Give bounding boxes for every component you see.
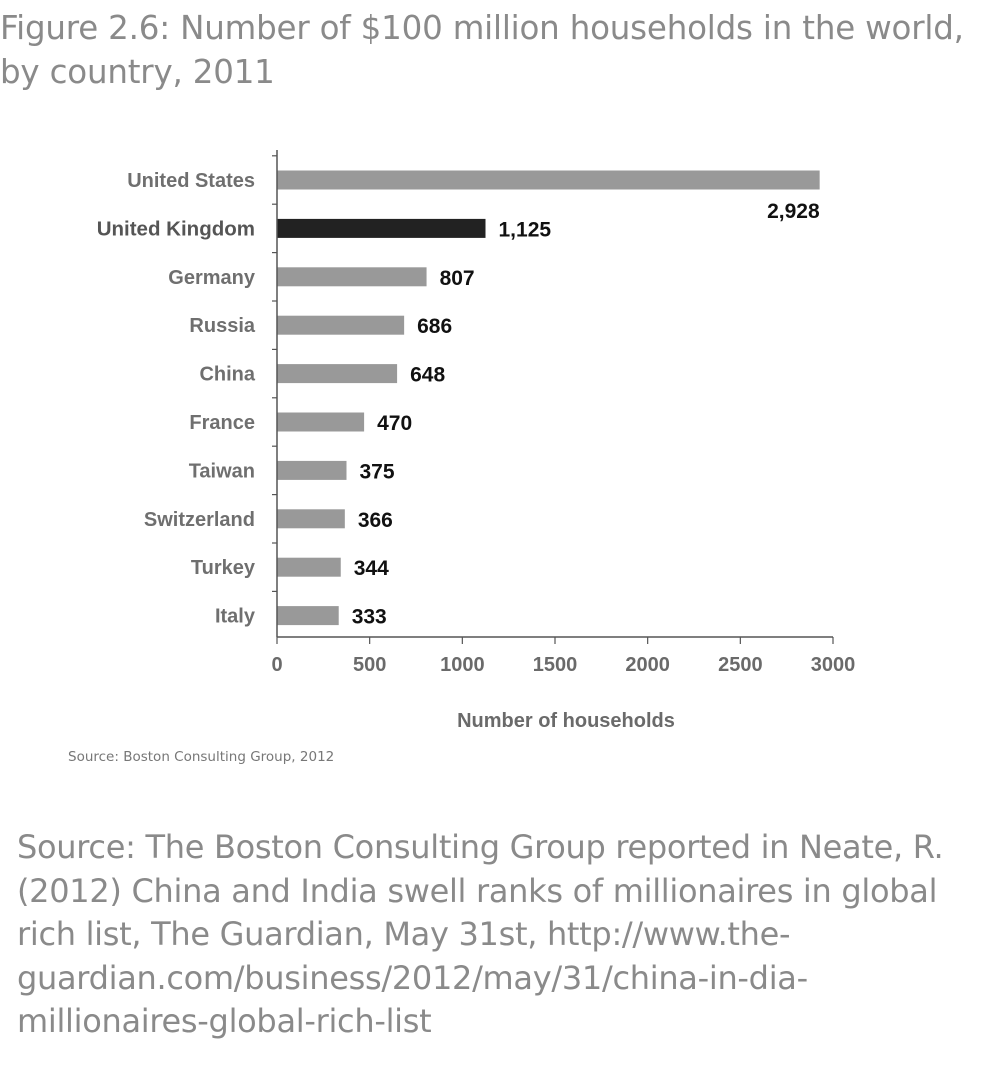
bar-taiwan bbox=[277, 460, 347, 480]
category-label: Switzerland bbox=[144, 509, 255, 531]
value-label: 648 bbox=[410, 364, 445, 387]
bar-chart: 2,928 1,125 807 686 648 470 375 366 344 333 0 500 1… bbox=[97, 150, 856, 732]
category-label: Russia bbox=[189, 315, 255, 337]
plot-area: 2,928 1,125 807 686 648 470 375 366 344 333 bbox=[277, 170, 820, 629]
bar-russia bbox=[277, 315, 405, 335]
x-tick-label: 0 bbox=[271, 654, 282, 676]
value-label: 807 bbox=[440, 267, 475, 290]
value-label: 333 bbox=[352, 606, 387, 629]
page-source-citation: Source: The Boston Consulting Group repo… bbox=[17, 828, 944, 1040]
category-label: France bbox=[189, 412, 255, 434]
bar-germany bbox=[277, 267, 427, 287]
x-tick-label: 2000 bbox=[625, 654, 670, 676]
category-label: Turkey bbox=[191, 557, 256, 579]
x-tick-label: 1000 bbox=[440, 654, 485, 676]
category-label: Germany bbox=[168, 267, 256, 289]
category-label: China bbox=[199, 364, 255, 386]
bar-italy bbox=[277, 606, 339, 626]
x-tick-label: 500 bbox=[353, 654, 386, 676]
bar-china bbox=[277, 364, 398, 384]
category-label: Taiwan bbox=[189, 460, 255, 482]
category-label: United Kingdom bbox=[97, 217, 255, 240]
bar-switzerland bbox=[277, 509, 345, 529]
value-label: 1,125 bbox=[499, 218, 552, 241]
bar-united-kingdom bbox=[277, 218, 486, 238]
x-tick-label: 2500 bbox=[718, 654, 763, 676]
bar-united-states bbox=[277, 170, 820, 190]
category-label: United States bbox=[127, 170, 255, 192]
x-axis-label: Number of households bbox=[457, 710, 675, 732]
value-label: 375 bbox=[360, 460, 395, 483]
y-axis: United States United Kingdom Germany Russia… bbox=[97, 150, 278, 637]
value-label: 2,928 bbox=[767, 200, 820, 223]
value-label: 366 bbox=[358, 509, 393, 532]
value-label: 470 bbox=[377, 412, 412, 435]
x-tick-label: 1500 bbox=[533, 654, 578, 676]
chart-source-note: Source: Boston Consulting Group, 2012 bbox=[68, 749, 335, 765]
figure-title: Figure 2.6: Number of $100 million house… bbox=[0, 9, 964, 91]
category-label: Italy bbox=[215, 606, 256, 628]
value-label: 686 bbox=[417, 315, 452, 338]
bar-france bbox=[277, 412, 365, 432]
x-tick-label: 3000 bbox=[811, 654, 856, 676]
value-label: 344 bbox=[354, 557, 389, 580]
bar-turkey bbox=[277, 557, 341, 577]
x-axis: 0 500 1000 1500 2000 2500 3000 bbox=[271, 636, 856, 676]
